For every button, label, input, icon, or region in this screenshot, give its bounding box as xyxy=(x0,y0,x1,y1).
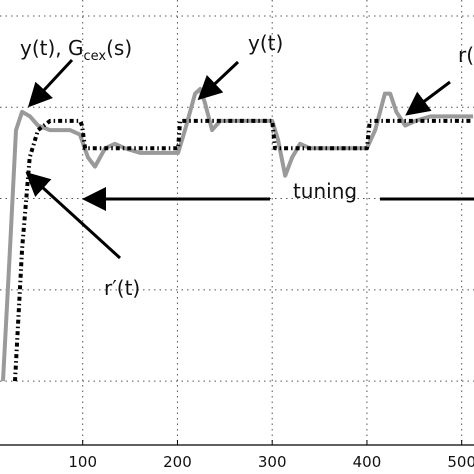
x-tick-label: 400 xyxy=(353,453,382,471)
annotation: r( xyxy=(458,43,474,67)
annotation: r′(t) xyxy=(104,276,140,300)
x-tick-label: 300 xyxy=(258,453,287,471)
arrow xyxy=(27,58,74,108)
x-tick-label: 100 xyxy=(68,453,97,471)
series-line xyxy=(13,118,474,382)
x-tick-label: 200 xyxy=(163,453,192,471)
annotation: tuning xyxy=(293,179,357,203)
arrow xyxy=(405,80,451,116)
x-tick-label: 500 xyxy=(447,453,474,471)
series-line xyxy=(1,87,474,382)
arrow xyxy=(25,171,122,260)
annotation: y(t), Gcex(s) xyxy=(20,36,132,64)
annotation: y(t) xyxy=(248,31,283,55)
arrow xyxy=(197,60,240,101)
